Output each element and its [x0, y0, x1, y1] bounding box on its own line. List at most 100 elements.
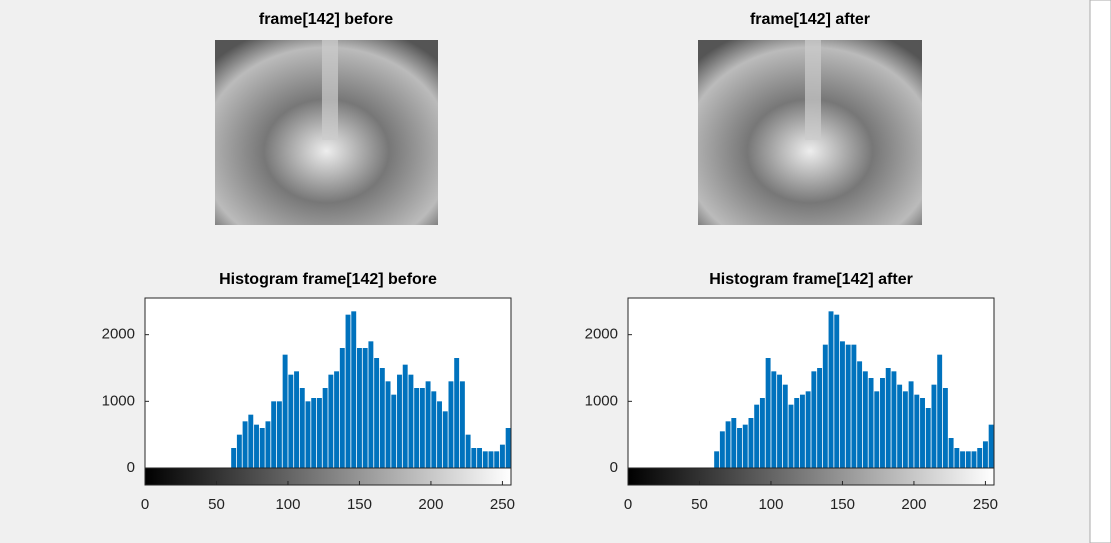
bar — [259, 428, 265, 468]
colorbar — [144, 467, 512, 486]
bar — [345, 314, 351, 468]
bar — [459, 381, 465, 468]
bar — [794, 398, 800, 468]
bar — [914, 394, 920, 468]
image-title: frame[142] before — [259, 11, 393, 28]
bar — [454, 358, 460, 468]
bar — [265, 421, 271, 468]
bar — [942, 388, 948, 468]
bar — [431, 391, 437, 468]
bar — [425, 381, 431, 468]
bar — [782, 384, 788, 468]
water-stream — [322, 40, 338, 140]
bar — [288, 374, 294, 468]
chart-title: Histogram frame[142] after — [709, 271, 913, 288]
x-tick-label: 50 — [691, 496, 708, 513]
bar — [788, 404, 794, 468]
bar — [397, 374, 402, 468]
bar — [920, 398, 925, 468]
y-tick-label: 2000 — [102, 326, 135, 343]
bar — [857, 361, 863, 468]
bar — [834, 314, 840, 468]
x-tick-label: 0 — [624, 496, 632, 513]
bar — [828, 311, 834, 468]
bar — [328, 374, 334, 468]
bar — [937, 354, 943, 468]
bar — [374, 358, 380, 468]
bar — [271, 401, 277, 468]
bar — [311, 398, 317, 468]
bar — [977, 448, 983, 468]
bar — [448, 381, 454, 468]
bar — [817, 368, 823, 468]
bar — [477, 448, 483, 468]
y-tick-label: 0 — [610, 459, 618, 476]
bar — [494, 451, 500, 468]
bar — [965, 451, 971, 468]
bar — [299, 388, 305, 468]
bar — [379, 368, 385, 468]
water-stream — [805, 40, 821, 140]
y-tick-label: 2000 — [585, 326, 618, 343]
image-panel — [215, 40, 922, 225]
bar — [925, 408, 931, 468]
bar — [391, 394, 397, 468]
bar — [714, 451, 720, 468]
x-tick-label: 150 — [347, 496, 372, 513]
bar — [242, 421, 248, 468]
bar — [471, 448, 477, 468]
bar — [322, 388, 328, 468]
bar — [414, 388, 420, 468]
bar — [874, 391, 880, 468]
x-tick-label: 100 — [275, 496, 300, 513]
bar — [276, 401, 282, 468]
bar — [362, 348, 368, 468]
x-tick-label: 100 — [758, 496, 783, 513]
colorbar — [627, 467, 995, 486]
bar — [482, 451, 488, 468]
bar — [845, 344, 851, 468]
bar — [902, 391, 908, 468]
bar — [891, 371, 897, 468]
x-tick-label: 200 — [901, 496, 926, 513]
bar — [931, 384, 937, 468]
bar — [442, 411, 448, 468]
bar — [771, 371, 777, 468]
y-tick-label: 1000 — [102, 392, 135, 409]
side-panel — [1089, 0, 1111, 543]
bar — [408, 374, 414, 468]
bar — [731, 418, 737, 468]
bar — [880, 378, 885, 468]
bar — [236, 434, 242, 468]
bar — [437, 401, 442, 468]
bar — [402, 364, 408, 468]
y-tick-label: 0 — [127, 459, 135, 476]
bar — [742, 424, 748, 468]
bar — [282, 354, 288, 468]
bar — [862, 371, 868, 468]
bar — [294, 371, 300, 468]
bar — [488, 451, 494, 468]
bar — [305, 401, 311, 468]
bar — [231, 448, 237, 468]
bar — [777, 374, 783, 468]
bar — [759, 398, 765, 468]
bar — [754, 404, 760, 468]
bar — [351, 311, 357, 468]
bar — [971, 451, 977, 468]
bar — [505, 428, 511, 468]
bar — [316, 398, 322, 468]
bar — [822, 344, 828, 468]
x-tick-label: 50 — [208, 496, 225, 513]
x-tick-label: 250 — [490, 496, 515, 513]
y-tick-label: 1000 — [585, 392, 618, 409]
bar — [954, 448, 960, 468]
bar — [748, 418, 754, 468]
bar — [765, 358, 771, 468]
x-tick-label: 0 — [141, 496, 149, 513]
bar — [960, 451, 966, 468]
bar — [465, 434, 471, 468]
bar — [254, 424, 259, 468]
